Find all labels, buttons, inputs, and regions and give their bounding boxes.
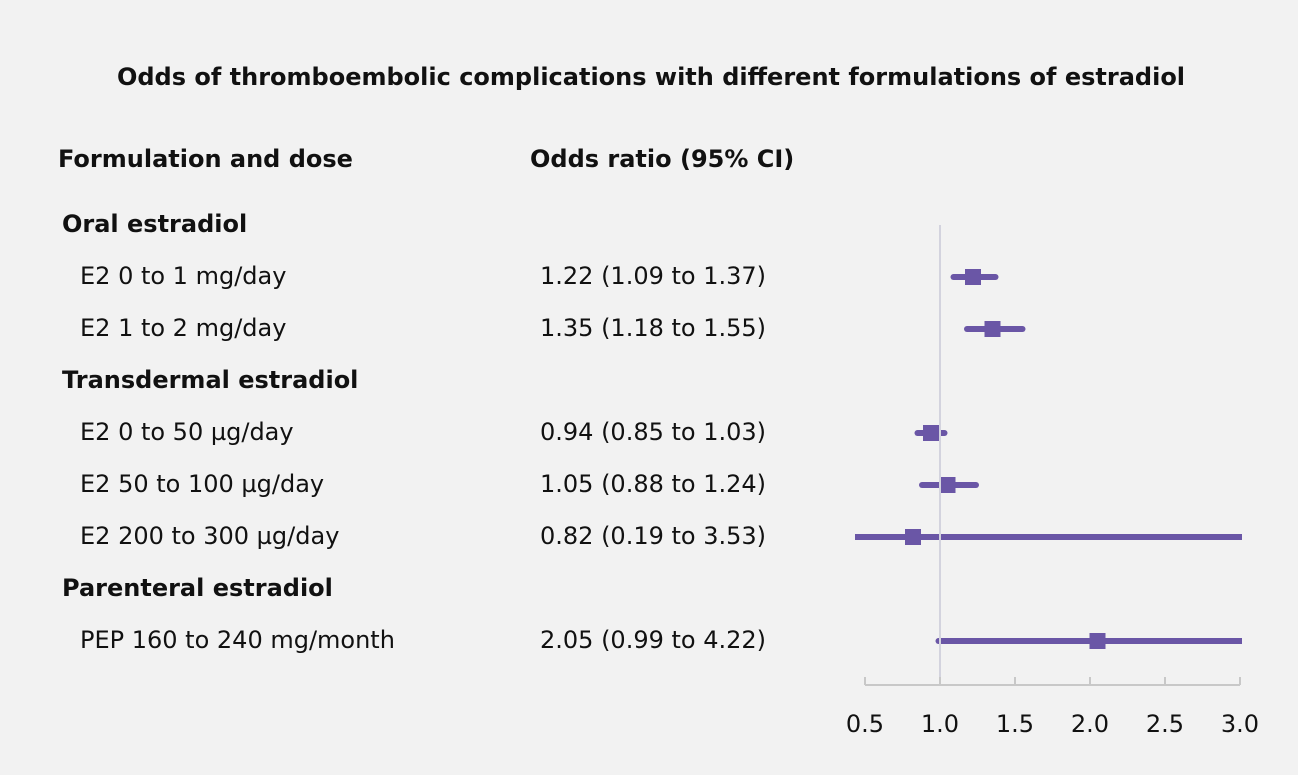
x-tick-label: 1.5 bbox=[996, 710, 1034, 738]
point-estimate bbox=[984, 321, 1001, 337]
x-tick-label: 3.0 bbox=[1221, 710, 1259, 738]
row-label: PEP 160 to 240 mg/month bbox=[80, 626, 395, 654]
chart-title: Odds of thromboembolic complications wit… bbox=[117, 63, 1185, 91]
value-label: 1.35 (1.18 to 1.55) bbox=[540, 314, 766, 342]
point-estimate bbox=[939, 477, 956, 493]
row-label: E2 0 to 50 µg/day bbox=[80, 418, 294, 446]
group-label: Transdermal estradiol bbox=[62, 366, 358, 394]
row-label: E2 1 to 2 mg/day bbox=[80, 314, 286, 342]
column-header: Odds ratio (95% CI) bbox=[530, 145, 794, 173]
row-label: E2 0 to 1 mg/day bbox=[80, 262, 286, 290]
value-label: 0.82 (0.19 to 3.53) bbox=[540, 522, 766, 550]
row-label: E2 50 to 100 µg/day bbox=[80, 470, 324, 498]
column-header: Formulation and dose bbox=[58, 145, 353, 173]
point-estimate bbox=[1089, 633, 1106, 649]
plot-area bbox=[855, 269, 1242, 649]
x-tick-label: 0.5 bbox=[846, 710, 884, 738]
x-tick-label: 2.0 bbox=[1071, 710, 1109, 738]
value-label: 1.05 (0.88 to 1.24) bbox=[540, 470, 766, 498]
point-estimate bbox=[923, 425, 939, 441]
value-label: 0.94 (0.85 to 1.03) bbox=[540, 418, 766, 446]
value-label: 2.05 (0.99 to 4.22) bbox=[540, 626, 766, 654]
group-label: Parenteral estradiol bbox=[62, 574, 333, 602]
row-label: E2 200 to 300 µg/day bbox=[80, 522, 339, 550]
x-tick-label: 1.0 bbox=[921, 710, 959, 738]
point-estimate bbox=[905, 529, 921, 545]
group-label: Oral estradiol bbox=[62, 210, 247, 238]
point-estimate bbox=[965, 269, 981, 285]
x-tick-label: 2.5 bbox=[1146, 710, 1184, 738]
value-label: 1.22 (1.09 to 1.37) bbox=[540, 262, 766, 290]
